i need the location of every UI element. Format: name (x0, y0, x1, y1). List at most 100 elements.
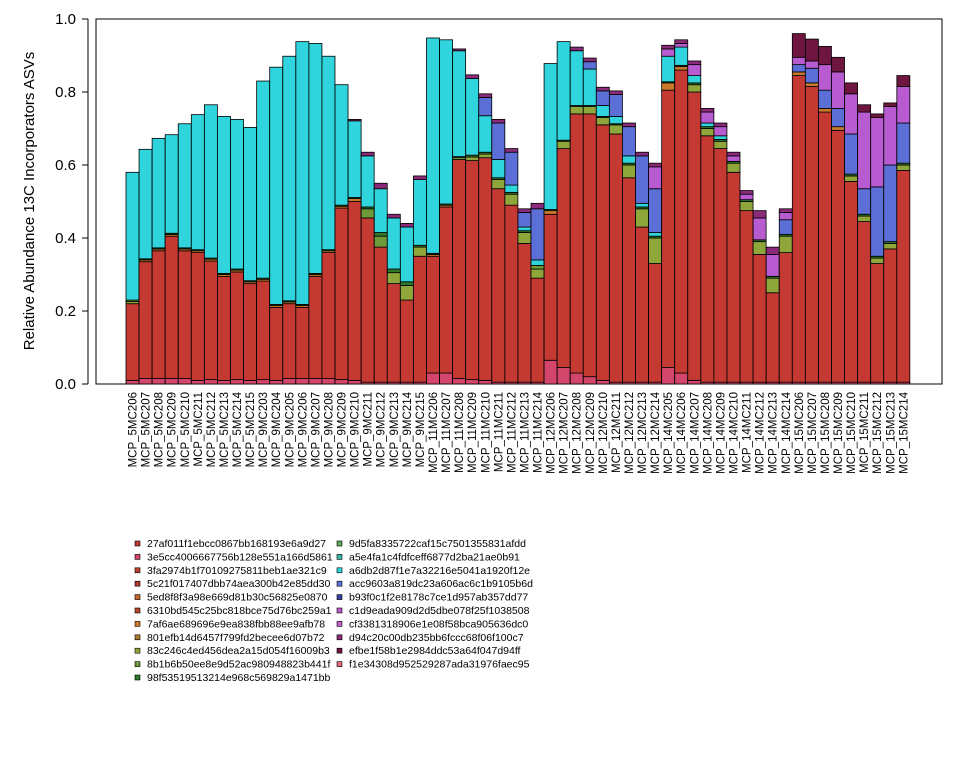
legend-swatch (134, 661, 141, 667)
bar-segment (321, 252, 336, 379)
y-axis: 0.0 0.2 0.4 0.6 0.8 1.0 (55, 11, 89, 393)
bar-segment (452, 378, 467, 385)
x-tick-label: MCP_9MC207 (310, 392, 322, 467)
bar-segment (713, 126, 728, 137)
bar-segment (151, 137, 166, 249)
bar-segment (138, 378, 153, 385)
bar-segment (648, 162, 662, 168)
bar-segment (386, 272, 401, 285)
legend-label: 98f53519513214e968c569829a1471bb (147, 672, 331, 684)
x-tick-label: MCP_12MC207 (559, 392, 571, 474)
bar-segment (674, 69, 689, 374)
bar-segment (883, 102, 898, 107)
bar-segment (386, 268, 401, 274)
bar-segment (896, 86, 911, 124)
bar-segment (569, 372, 584, 385)
bar-segment (530, 277, 545, 383)
bar-segment (870, 257, 885, 264)
bar-segment (373, 235, 388, 248)
bar-segment (269, 379, 284, 385)
bar-segment (465, 78, 480, 156)
bar-segment (582, 376, 597, 385)
bar-segment (347, 201, 362, 381)
bar-segment (282, 303, 297, 379)
bar-segment (674, 43, 689, 48)
bar-segment (844, 133, 858, 175)
bar-segment (778, 235, 793, 253)
x-tick-label: MCP_9MC214 (402, 391, 414, 467)
x-tick-label: MCP_11MC207 (441, 392, 453, 473)
legend-swatch (134, 607, 141, 614)
x-tick-label: MCP_11MC214 (533, 391, 545, 473)
bar-segment (818, 45, 832, 66)
x-tick-label: MCP_5MC206 (128, 392, 140, 467)
legend-label: c1d9eada909d2d5dbe078f25f1038508 (349, 605, 530, 617)
bar-segment (504, 193, 519, 206)
legend-swatch (134, 567, 141, 574)
bar-segment (452, 48, 467, 52)
bar-segment (844, 82, 858, 95)
bar-segment (517, 243, 532, 383)
bar-segment (674, 46, 689, 66)
bar-segment (804, 67, 819, 84)
bar-segment (360, 155, 375, 208)
bar-segment (491, 159, 506, 179)
bar-segment (582, 106, 597, 115)
bar-segment (373, 232, 388, 237)
bar-segment (517, 208, 532, 213)
x-tick-label: MCP_5MC214 (232, 391, 244, 467)
legend-label: efbe1f58b1e2984ddc53a64f047d94ff (349, 645, 521, 657)
legend-swatch (336, 661, 343, 667)
bar-segment (752, 241, 767, 255)
x-tick-label: MCP_5MC211 (193, 392, 205, 467)
bar-segment (217, 275, 231, 381)
bar-segment (831, 71, 845, 109)
bar-segment (399, 222, 414, 228)
bar-segment (582, 68, 597, 106)
legend-label: 9d5fa8335722caf15c7501355831afdd (349, 538, 526, 550)
bar-segment (791, 33, 806, 58)
bar-segment (739, 210, 754, 383)
legend-swatch (336, 567, 343, 574)
bar-segment (635, 155, 649, 204)
bar-segment (530, 259, 545, 266)
bar-segment (778, 212, 793, 221)
bar-segment (217, 116, 231, 274)
legend-label: a5e4fa1c4fdfceff6877d2ba21ae0b91 (349, 551, 520, 563)
bar-segment (308, 378, 323, 385)
bar-segment (556, 367, 571, 385)
bar-segment (661, 367, 676, 385)
bars-group (125, 33, 911, 385)
bar-segment (609, 90, 623, 95)
bar-segment (426, 37, 440, 254)
bar-segment (347, 198, 362, 202)
bar-segment (661, 48, 676, 57)
x-tick-label: MCP_12MC212 (624, 392, 636, 474)
x-tick-label: MCP_11MC206 (428, 392, 440, 473)
bar-segment (334, 207, 349, 381)
bar-segment (818, 64, 832, 91)
bar-segment (399, 281, 414, 286)
bar-segment (190, 114, 205, 251)
legend-label: 3fa2974b1f70109275811beb1ae321c9 (147, 565, 327, 577)
bar-segment (844, 93, 858, 135)
bar-segment (896, 75, 911, 87)
x-tick-label: MCP_15MC210 (846, 392, 858, 474)
bar-segment (439, 39, 453, 205)
legend-swatch (336, 540, 343, 547)
bar-segment (687, 91, 702, 381)
bar-segment (151, 250, 166, 379)
x-tick-label: MCP_15MC212 (872, 392, 884, 474)
bar-segment (517, 232, 532, 244)
bar-segment (556, 140, 571, 149)
bar-segment (190, 379, 205, 385)
bar-segment (347, 379, 362, 385)
bar-segment (661, 89, 676, 368)
bar-segment (125, 303, 140, 381)
bar-segment (870, 263, 885, 383)
bar-segment (791, 64, 806, 73)
x-tick-label: MCP_9MC215 (415, 392, 427, 467)
bar-segment (321, 55, 336, 251)
legend-swatch (134, 554, 141, 560)
